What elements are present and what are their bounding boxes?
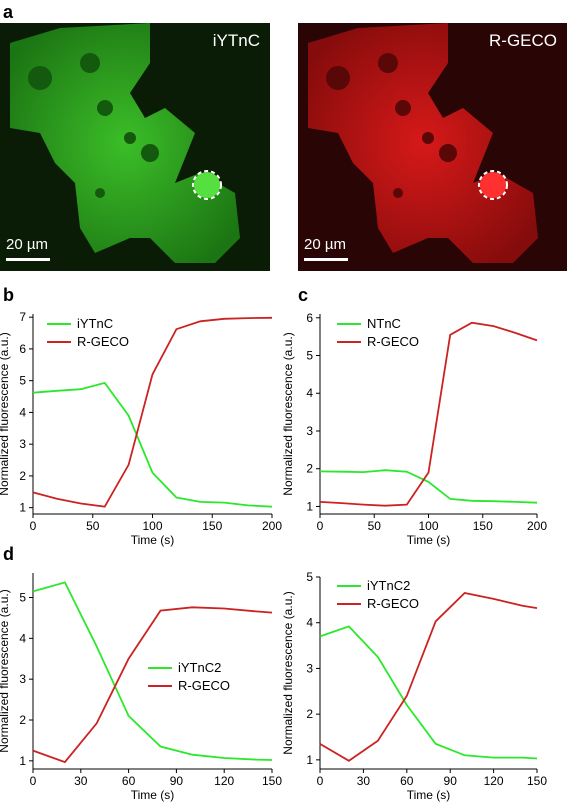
y-tick-label: 4 (19, 631, 26, 645)
y-tick-label: 3 (19, 672, 26, 686)
series-line-r-geco (32, 316, 273, 508)
scale-label-green: 20 µm (6, 236, 48, 253)
x-tick-label: 0 (30, 519, 37, 533)
y-tick-label: 2 (19, 469, 26, 483)
y-tick-label: 1 (19, 501, 26, 515)
y-tick-label: 1 (306, 499, 313, 513)
y-tick-label: 3 (306, 661, 313, 675)
chart-b: 0 50 100 150 200 1 2 3 4 5 6 7 Time (s) Normalized fl… (0, 310, 282, 547)
x-axis-label: Time (s) (407, 788, 451, 802)
micrograph-red-label: R-GECO (489, 31, 557, 50)
scale-bar-green (6, 258, 50, 261)
legend-label: R-GECO (367, 334, 419, 349)
legend-label: iYTnC (77, 316, 113, 331)
y-tick-label: 1 (19, 754, 26, 768)
series-line-r-geco (319, 321, 538, 507)
x-tick-label: 120 (484, 774, 504, 788)
y-tick-label: 4 (306, 386, 313, 400)
y-axis-label: Normalized fluorescence (a.u.) (0, 332, 11, 495)
y-tick-label: 1 (306, 753, 313, 767)
x-tick-label: 0 (317, 774, 324, 788)
panel-letter-b: b (3, 285, 14, 305)
chart-d-right: 0 30 60 90 120 150 1 2 3 4 5 Time (s) Normalized flu… (281, 570, 547, 802)
x-tick-label: 30 (74, 774, 88, 788)
chart-d-left: 0 30 60 90 120 150 1 2 3 4 5 Time (s) Normalized flu… (0, 573, 282, 802)
x-tick-label: 100 (142, 519, 162, 533)
legend-label: R-GECO (77, 334, 129, 349)
y-axis-label: Normalized fluorescence (a.u.) (281, 591, 295, 754)
legend-label: iYTnC2 (178, 660, 221, 675)
y-axis-label: Normalized fluorescence (a.u.) (0, 589, 11, 752)
micrograph-green-art (10, 23, 240, 263)
legend-label: NTnC (367, 316, 401, 331)
series-line-r-geco (32, 606, 273, 764)
scale-bar-red (304, 258, 348, 261)
x-tick-label: 60 (122, 774, 136, 788)
x-tick-label: 90 (444, 774, 458, 788)
scale-label-red: 20 µm (304, 236, 346, 253)
y-tick-label: 3 (19, 437, 26, 451)
y-tick-label: 2 (306, 707, 313, 721)
x-tick-label: 90 (170, 774, 184, 788)
x-tick-label: 150 (262, 774, 282, 788)
y-tick-label: 7 (19, 310, 26, 324)
x-tick-label: 30 (357, 774, 371, 788)
y-tick-label: 4 (19, 405, 26, 419)
series-line-iytnc2 (319, 625, 538, 760)
x-tick-label: 150 (527, 774, 547, 788)
x-tick-label: 200 (527, 519, 547, 533)
x-tick-label: 60 (400, 774, 414, 788)
panel-letter-a: a (3, 2, 14, 22)
y-axis-label: Normalized fluorescence (a.u.) (281, 332, 295, 495)
x-tick-label: 200 (262, 519, 282, 533)
series-line-ntnc (319, 469, 538, 504)
legend-label: R-GECO (178, 678, 230, 693)
chart-c: 0 50 100 150 200 1 2 3 4 5 6 Time (s) Normalized flu… (281, 311, 547, 547)
x-tick-label: 150 (473, 519, 493, 533)
micrograph-red: R-GECO 20 µm (298, 23, 567, 271)
x-tick-label: 100 (418, 519, 438, 533)
x-axis-label: Time (s) (131, 788, 175, 802)
x-tick-label: 150 (202, 519, 222, 533)
micrograph-green-label: iYTnC (212, 31, 260, 50)
x-tick-label: 0 (317, 519, 324, 533)
series-line-iytnc (32, 381, 273, 508)
y-tick-label: 3 (306, 424, 313, 438)
legend-label: iYTnC2 (367, 578, 410, 593)
x-axis-label: Time (s) (407, 533, 451, 547)
x-tick-label: 0 (30, 774, 37, 788)
x-tick-label: 50 (368, 519, 382, 533)
y-tick-label: 5 (19, 591, 26, 605)
y-tick-label: 5 (19, 374, 26, 388)
series-line-iytnc2 (32, 581, 273, 761)
micrograph-red-art (308, 23, 538, 263)
panel-letter-c: c (298, 285, 309, 305)
panel-letter-d: d (3, 544, 14, 564)
series-line-r-geco (319, 592, 538, 762)
x-tick-label: 50 (86, 519, 100, 533)
x-axis-label: Time (s) (131, 533, 175, 547)
y-tick-label: 2 (306, 462, 313, 476)
y-tick-label: 5 (306, 570, 313, 584)
y-tick-label: 2 (19, 713, 26, 727)
y-tick-label: 5 (306, 349, 313, 363)
x-tick-label: 120 (214, 774, 234, 788)
y-tick-label: 6 (19, 342, 26, 356)
y-tick-label: 4 (306, 616, 313, 630)
micrograph-green: iYTnC 20 µm (0, 23, 270, 271)
y-tick-label: 6 (306, 311, 313, 325)
legend-label: R-GECO (367, 596, 419, 611)
